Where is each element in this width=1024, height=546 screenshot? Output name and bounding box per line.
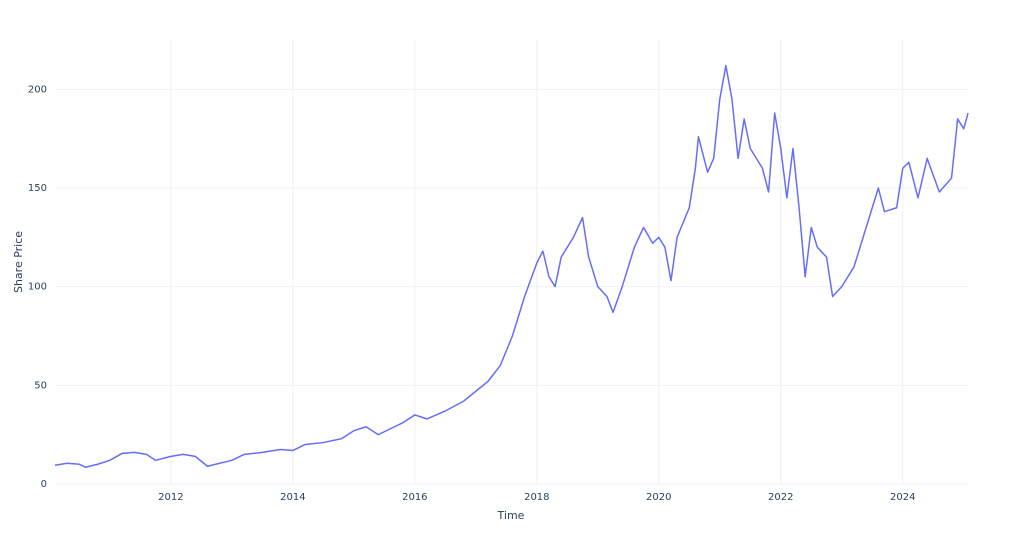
x-tick-label: 2016 bbox=[402, 492, 427, 503]
y-axis-title: Share Price bbox=[12, 231, 25, 293]
y-tick-label: 50 bbox=[34, 380, 47, 391]
price-line bbox=[54, 64, 969, 468]
x-tick-label: 2018 bbox=[524, 492, 549, 503]
x-axis-title: Time bbox=[497, 509, 525, 522]
y-tick-label: 200 bbox=[28, 84, 47, 95]
y-tick-label: 100 bbox=[28, 282, 47, 293]
x-tick-label: 2012 bbox=[158, 492, 183, 503]
y-tick-label: 0 bbox=[41, 479, 47, 490]
x-tick-label: 2024 bbox=[890, 492, 915, 503]
y-tick-label: 150 bbox=[28, 183, 47, 194]
x-tick-label: 2022 bbox=[768, 492, 793, 503]
x-tick-label: 2014 bbox=[280, 492, 305, 503]
x-tick-label: 2020 bbox=[646, 492, 671, 503]
